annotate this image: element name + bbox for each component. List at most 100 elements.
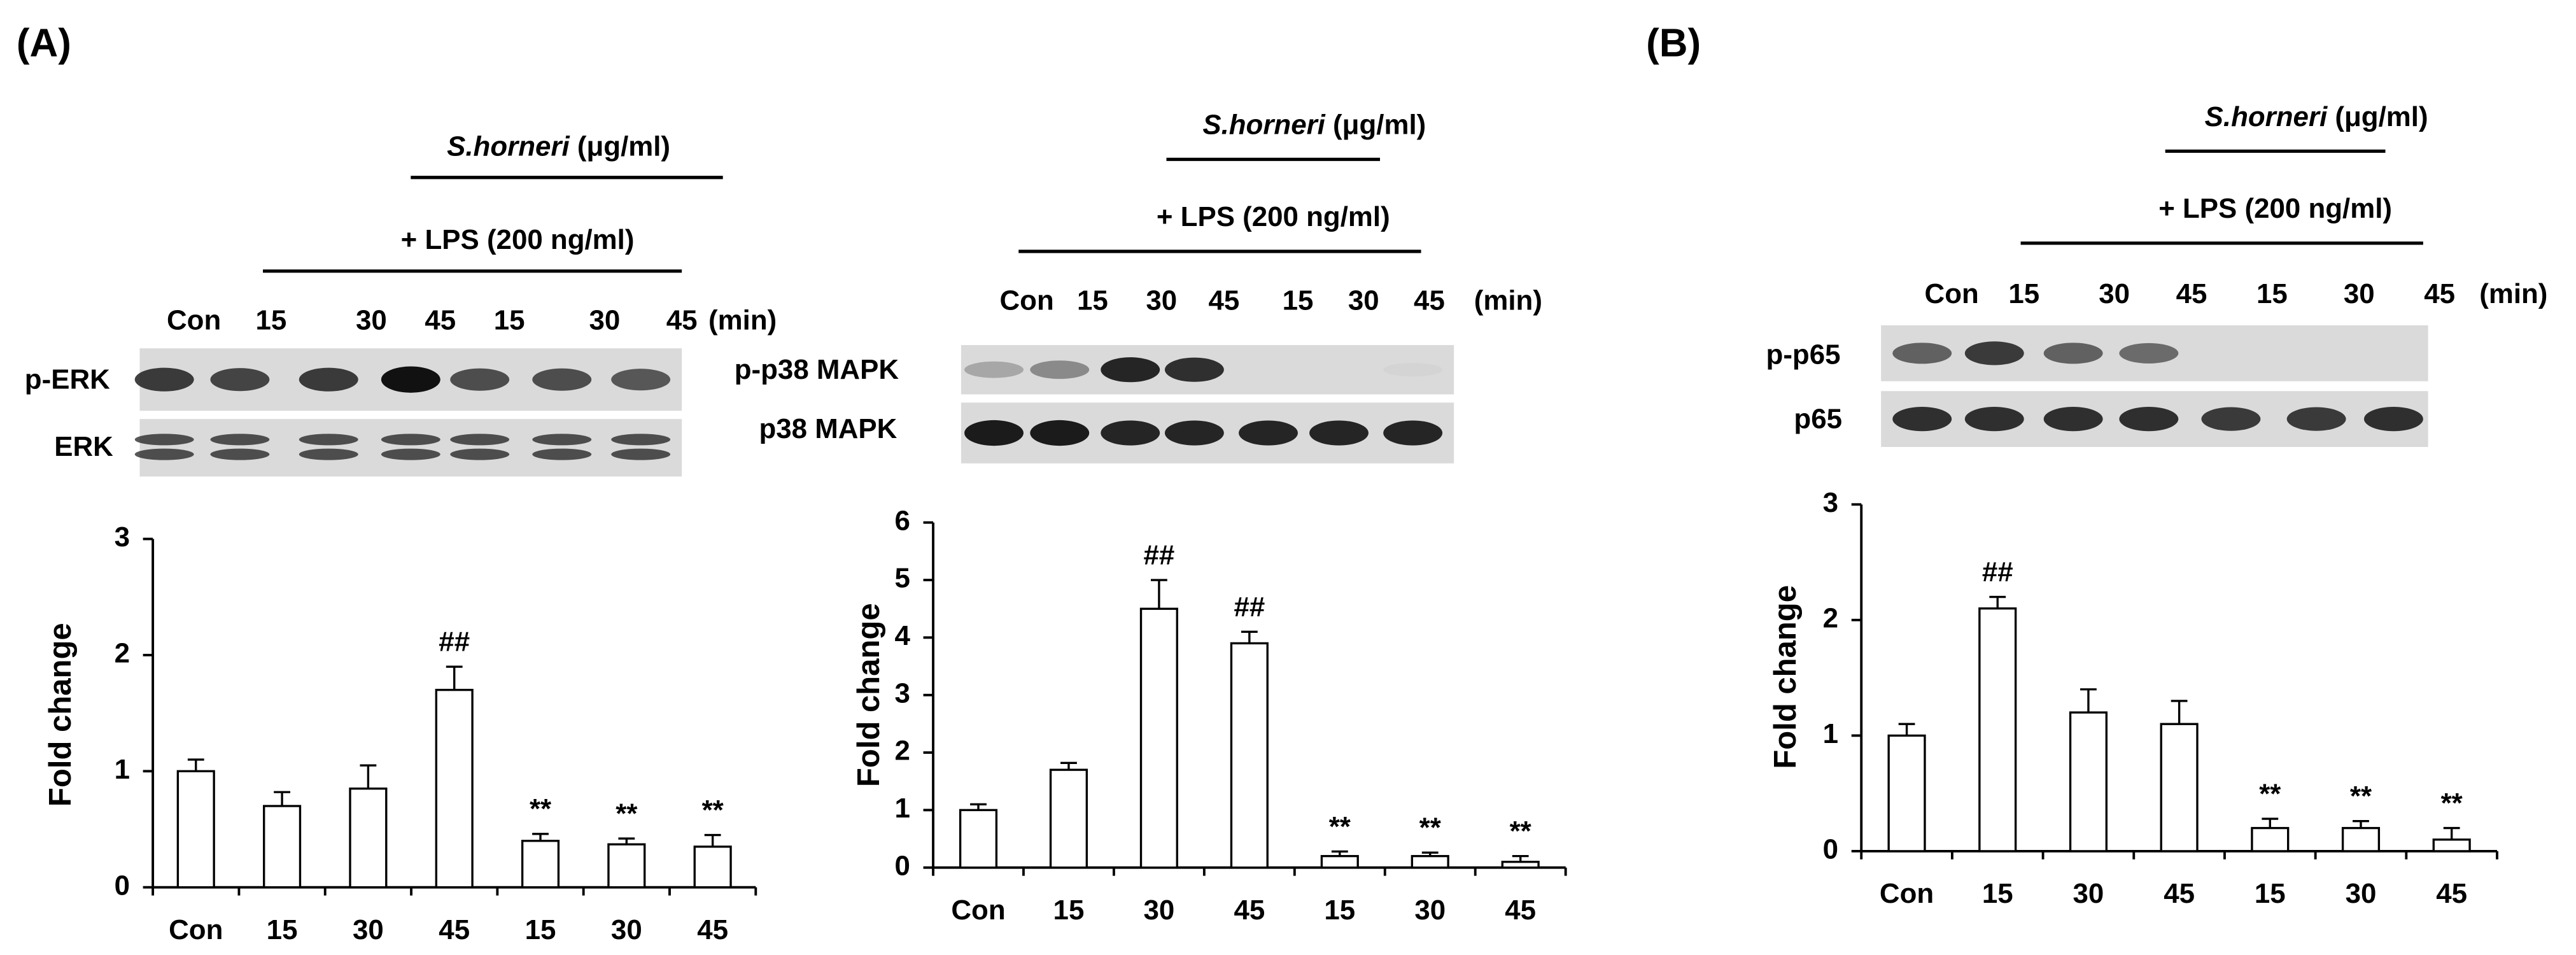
- row-label: p-ERK: [25, 364, 110, 395]
- y-tick-label: 0: [1823, 833, 1838, 865]
- significance-label: **: [1510, 816, 1532, 847]
- time-unit: (min): [2479, 278, 2547, 309]
- row-label: p65: [1794, 403, 1842, 434]
- blot-band: [210, 368, 270, 392]
- blot-band: [1309, 420, 1369, 446]
- significance-label: **: [2259, 779, 2281, 810]
- agent-spacer: [570, 131, 577, 162]
- lane-label: 15: [494, 304, 525, 336]
- error-bar: [2353, 820, 2369, 828]
- x-tick-label: 45: [1505, 895, 1536, 926]
- bar: [1501, 860, 1540, 869]
- lane-label: 30: [589, 304, 620, 336]
- agent-unit: (μg/ml): [1333, 109, 1426, 140]
- error-bar: [2080, 688, 2097, 713]
- bar: [1049, 768, 1088, 869]
- error-bar: [1512, 854, 1529, 862]
- x-tick-label: 15: [525, 914, 556, 945]
- x-tick-label: 45: [697, 914, 728, 945]
- x-tick-label: Con: [169, 914, 223, 945]
- y-tick-label: 5: [894, 563, 910, 594]
- blot-band: [134, 448, 194, 460]
- significance-label: **: [1419, 812, 1442, 844]
- x-tick-label: 30: [2346, 878, 2377, 909]
- significance-label: **: [530, 793, 552, 824]
- blot-band: [381, 366, 440, 393]
- error-bar: [1989, 595, 2006, 609]
- x-tick-label: 45: [2436, 878, 2467, 909]
- error-bar: [618, 837, 635, 845]
- significance-label: ##: [439, 626, 470, 658]
- y-tick-label: 6: [894, 505, 910, 536]
- row-label: p-p65: [1766, 339, 1841, 371]
- lane-label: 30: [1146, 285, 1177, 316]
- row-label: p38 MAPK: [759, 413, 897, 444]
- error-bar: [532, 833, 549, 841]
- y-axis-label: Fold change: [43, 623, 78, 807]
- agent-name: S.horneri: [2205, 101, 2328, 132]
- blot-band: [299, 434, 358, 446]
- blot-band: [532, 368, 592, 391]
- x-tick-label: 45: [2164, 878, 2195, 909]
- treatment-label: + LPS (200 ng/ml): [2158, 193, 2392, 224]
- error-bar: [446, 665, 463, 690]
- blot-band: [2043, 343, 2103, 364]
- blot-band: [1383, 420, 1443, 446]
- error-bar: [2171, 700, 2188, 725]
- lane-label: 15: [256, 304, 287, 336]
- blot-band: [532, 448, 592, 460]
- x-tick-label: 15: [1982, 878, 2013, 909]
- error-bar: [274, 791, 290, 807]
- error-bar: [704, 833, 721, 847]
- significance-label: ##: [1982, 556, 2013, 588]
- x-tick-label: 30: [1414, 895, 1446, 926]
- lane-label: 15: [2256, 278, 2288, 309]
- treatment-label: + LPS (200 ng/ml): [401, 224, 635, 255]
- x-tick-label: Con: [1880, 878, 1934, 909]
- y-tick-label: 0: [115, 870, 130, 901]
- bar: [2160, 723, 2199, 852]
- x-tick-label: 30: [2073, 878, 2104, 909]
- bar: [2341, 826, 2381, 852]
- y-tick-label: 2: [115, 637, 130, 668]
- blot-band: [1892, 407, 1952, 432]
- blot-band: [1164, 357, 1224, 382]
- lane-label: 45: [2176, 278, 2207, 309]
- treatment-agent: S.horneri (μg/ml): [1202, 109, 1426, 140]
- lane-label: 45: [2424, 278, 2455, 309]
- bar: [1320, 854, 1359, 869]
- x-tick-label: 30: [353, 914, 384, 945]
- bar: [1978, 607, 2017, 852]
- lane-label: 30: [2344, 278, 2375, 309]
- bar: [2432, 838, 2471, 852]
- agent-spacer: [1325, 109, 1333, 140]
- blot-band: [1101, 357, 1160, 383]
- error-bar: [360, 764, 377, 789]
- blot-band: [2201, 407, 2261, 431]
- row-label: p-p38 MAPK: [735, 354, 899, 385]
- row-label: ERK: [54, 431, 113, 462]
- lane-label: 30: [1348, 285, 1379, 316]
- y-tick-label: 2: [894, 735, 910, 767]
- significance-label: **: [2350, 781, 2372, 812]
- lane-label: 45: [1208, 285, 1239, 316]
- agent-unit: (μg/ml): [2335, 101, 2428, 132]
- blot-band: [2286, 407, 2346, 431]
- bar: [607, 843, 646, 889]
- error-bar: [187, 758, 204, 772]
- blot-band: [1892, 343, 1952, 364]
- bar: [2069, 711, 2108, 852]
- significance-label: **: [702, 795, 724, 826]
- bar: [1887, 734, 1926, 852]
- error-bar: [1060, 761, 1077, 770]
- bar: [1139, 607, 1178, 869]
- significance-label: **: [1329, 811, 1351, 842]
- panel-label: (A): [17, 22, 71, 66]
- blot-band: [2363, 407, 2423, 432]
- blot-band: [1030, 420, 1090, 446]
- lane-label: 30: [2099, 278, 2130, 309]
- time-unit: (min): [1474, 285, 1542, 316]
- blot-band: [2119, 407, 2179, 432]
